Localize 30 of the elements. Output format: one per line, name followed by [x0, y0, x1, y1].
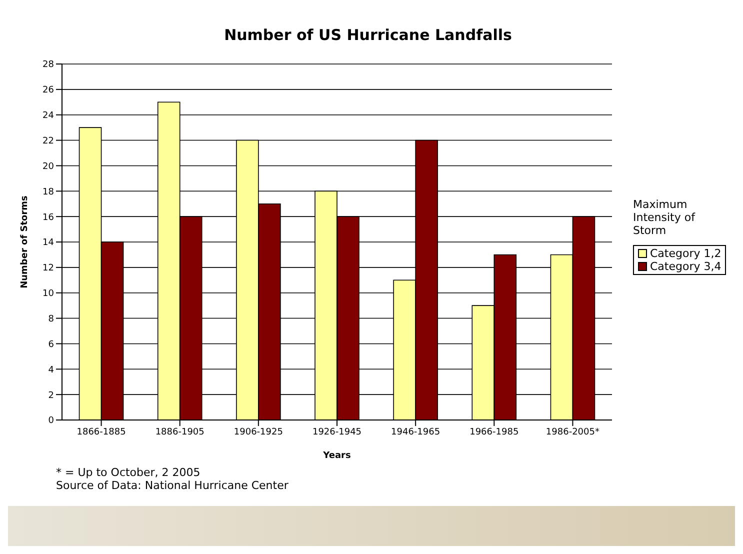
x-tick-label: 1986-2005* [546, 427, 600, 438]
y-tick-label: 16 [42, 212, 54, 223]
text: * = Up to October, 2 2005 [56, 466, 202, 479]
y-tick-label: 14 [42, 238, 54, 248]
y-tick-label: 4 [48, 365, 54, 376]
source-note: Source of Data: National Hurricane Center [56, 479, 288, 492]
y-tick-label: 10 [42, 289, 54, 300]
legend-label: Category 3,4 [650, 260, 722, 273]
y-tick-label: 22 [42, 136, 54, 146]
y-tick-label: 8 [48, 314, 54, 324]
y-axis-title: Number of Storms [20, 196, 30, 288]
x-tick-label: 1906-1925 [234, 427, 283, 438]
y-tick-label: 18 [42, 187, 54, 198]
y-tick-label: 28 [42, 60, 54, 70]
y-tick-label: 0 [48, 416, 54, 426]
x-tick-label: 1946-1965 [391, 427, 440, 438]
y-tick-label: 20 [42, 162, 54, 172]
y-tick-label: 24 [42, 111, 54, 122]
legend-label: Category 1,2 [650, 247, 722, 260]
y-tick-label: 26 [42, 86, 54, 96]
y-tick-label: 2 [48, 390, 54, 401]
x-tick-label: 1866-1885 [76, 427, 126, 438]
x-tick-label: 1966-1985 [470, 427, 519, 438]
x-axis-title: Years [322, 451, 351, 461]
chart-title: Number of US Hurricane Landfalls [223, 26, 513, 44]
legend-title: Maximum Intensity of Storm [633, 198, 696, 237]
y-tick-label: 12 [42, 264, 54, 274]
y-tick-label: 6 [48, 340, 54, 350]
x-tick-label: 1926-1945 [312, 427, 362, 438]
x-tick-label: 1886-1905 [155, 427, 204, 438]
